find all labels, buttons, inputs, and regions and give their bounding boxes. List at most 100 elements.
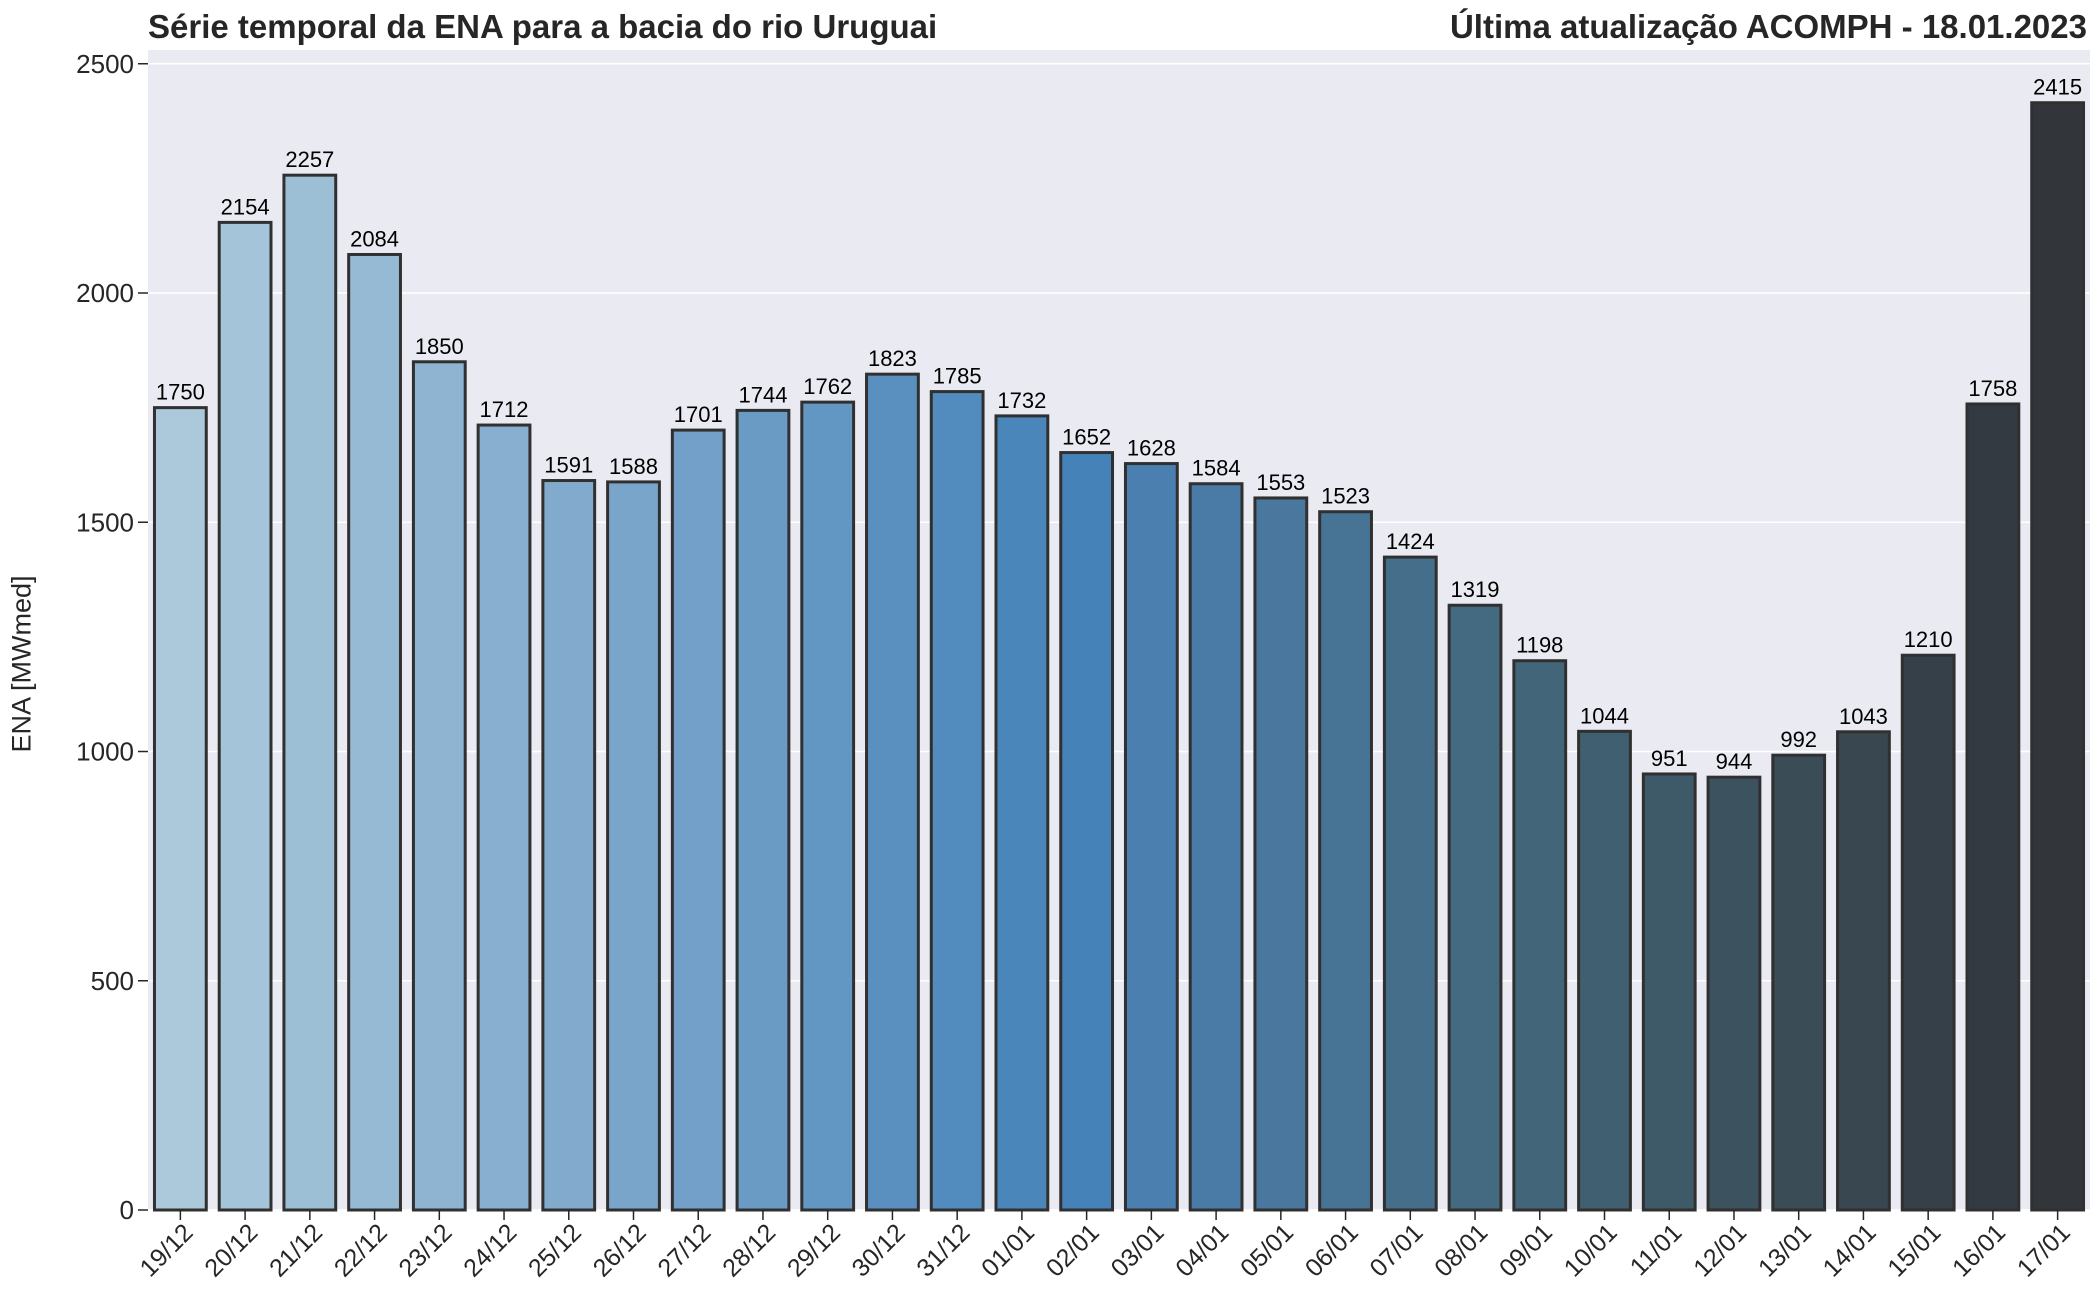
bar-value-label: 1591 [544,453,593,478]
x-tick-label: 20/12 [199,1218,263,1282]
bar [1965,402,2021,1212]
bar [735,408,791,1212]
bar [476,423,532,1212]
bar [1059,451,1115,1212]
y-tick-label: 1500 [76,507,134,537]
bar-value-label: 1712 [480,397,529,422]
bar-value-label: 2084 [350,226,399,251]
bar [994,414,1050,1212]
bar [606,480,661,1212]
bar [2030,101,2086,1212]
y-tick-label: 0 [120,1195,134,1225]
x-tick-label: 14/01 [1818,1218,1882,1282]
x-tick-label: 27/12 [652,1218,716,1282]
bar-value-label: 1701 [674,402,723,427]
x-tick-label: 10/01 [1559,1218,1623,1282]
bar-value-label: 1652 [1062,425,1111,450]
x-tick-label: 23/12 [394,1218,458,1282]
bar [282,173,338,1212]
bar [1706,775,1762,1212]
bar [347,252,402,1212]
x-tick-label: 19/12 [135,1218,199,1282]
x-tick-label: 06/01 [1300,1218,1364,1282]
bar [1318,510,1373,1212]
chart-title: Série temporal da ENA para a bacia do ri… [148,8,938,45]
y-tick-label: 1000 [76,737,134,767]
bar-value-label: 2154 [221,194,270,219]
y-tick-label: 2500 [76,49,134,79]
bar-value-label: 2257 [285,147,334,172]
x-tick-label: 02/01 [1041,1218,1105,1282]
bar-value-label: 1628 [1127,436,1176,461]
x-tick-label: 09/01 [1494,1218,1558,1282]
bar [670,428,726,1212]
x-tick-label: 07/01 [1365,1218,1429,1282]
bar [411,360,467,1212]
bar-value-label: 1732 [997,388,1046,413]
bar-value-label: 944 [1716,749,1753,774]
x-tick-label: 15/01 [1882,1218,1946,1282]
bar-value-label: 1785 [933,364,982,389]
x-tick-label: 12/01 [1688,1218,1752,1282]
x-tick-label: 16/01 [1947,1218,2011,1282]
bar [1253,496,1309,1212]
bar-value-label: 1210 [1904,627,1953,652]
bar [1188,482,1244,1212]
bar-value-label: 1043 [1839,704,1888,729]
bar [541,479,597,1212]
bar [217,220,273,1212]
plot-background [148,50,2090,1210]
y-tick-label: 2000 [76,278,134,308]
bar-value-label: 1750 [156,380,205,405]
bar-value-label: 1744 [738,382,787,407]
x-tick-label: 31/12 [911,1218,975,1282]
bar-value-label: 1553 [1256,470,1305,495]
x-tick-label: 04/01 [1170,1218,1234,1282]
bar [929,390,985,1212]
bar-value-label: 2415 [2033,75,2082,100]
bar-value-label: 1044 [1580,703,1629,728]
x-tick-label: 29/12 [782,1218,846,1282]
bar [865,372,920,1212]
chart-subtitle: Última atualização ACOMPH - 18.01.2023 [1449,8,2087,45]
bar-value-label: 1319 [1451,577,1500,602]
bar [1512,659,1568,1212]
bar [1900,653,1956,1212]
x-tick-label: 26/12 [588,1218,652,1282]
bar [800,400,856,1212]
x-tick-label: 25/12 [523,1218,587,1282]
x-tick-label: 01/01 [976,1218,1040,1282]
bar [1577,729,1632,1212]
bar [1641,772,1697,1212]
bar-value-label: 1762 [803,374,852,399]
bar-value-label: 1198 [1516,633,1563,658]
x-tick-label: 11/01 [1625,1218,1688,1281]
x-tick-label: 17/01 [2012,1218,2076,1282]
bar-value-label: 1584 [1192,456,1241,481]
y-tick-label: 500 [91,966,134,996]
x-tick-label: 30/12 [847,1218,911,1282]
bar [1836,730,1891,1212]
bar-value-label: 951 [1651,746,1688,771]
bar [1123,462,1179,1212]
x-tick-label: 22/12 [329,1218,393,1282]
x-tick-label: 03/01 [1106,1218,1170,1282]
bar [1447,603,1503,1212]
x-tick-label: 24/12 [458,1218,522,1282]
bar-value-label: 1523 [1321,484,1370,509]
x-tick-label: 13/01 [1753,1218,1817,1282]
bar-value-label: 1823 [868,346,917,371]
x-tick-label: 08/01 [1429,1218,1493,1282]
bar-value-label: 1758 [1968,376,2017,401]
bar-value-label: 1424 [1386,529,1435,554]
bar [1771,753,1827,1212]
x-tick-label: 05/01 [1235,1218,1299,1282]
bar-value-label: 992 [1780,727,1817,752]
bar [152,406,208,1212]
bar-value-label: 1588 [609,454,658,479]
bar-value-label: 1850 [415,334,464,359]
bar [1382,555,1438,1212]
x-tick-label: 28/12 [717,1218,781,1282]
